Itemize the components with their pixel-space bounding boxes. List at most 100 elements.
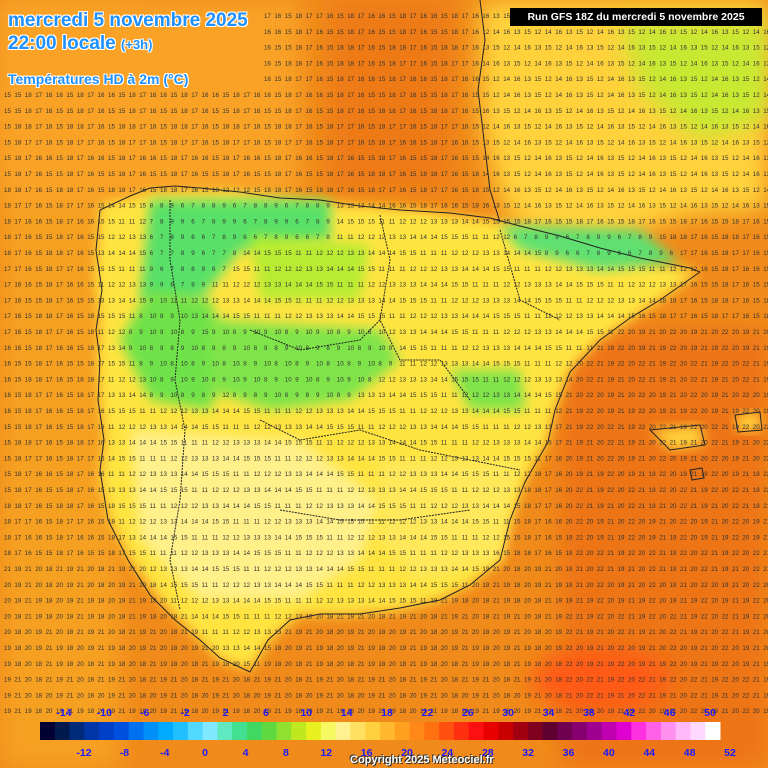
svg-text:20: 20 (576, 677, 583, 684)
svg-text:17: 17 (441, 124, 448, 131)
svg-text:16: 16 (701, 155, 708, 162)
svg-text:13: 13 (514, 440, 521, 447)
svg-text:12: 12 (701, 76, 708, 83)
svg-text:15: 15 (503, 408, 510, 415)
svg-text:13: 13 (243, 440, 250, 447)
svg-text:22: 22 (753, 582, 760, 589)
svg-text:11: 11 (285, 598, 292, 605)
svg-text:21: 21 (618, 408, 625, 415)
svg-text:18: 18 (378, 139, 385, 146)
svg-text:11: 11 (160, 550, 167, 557)
svg-text:11: 11 (326, 582, 333, 589)
svg-text:15: 15 (514, 455, 521, 462)
svg-text:16: 16 (4, 361, 11, 368)
svg-text:21: 21 (659, 566, 666, 573)
svg-text:17: 17 (98, 392, 105, 399)
svg-text:8: 8 (545, 250, 549, 257)
svg-text:16: 16 (66, 345, 73, 352)
svg-text:20: 20 (586, 534, 593, 541)
svg-text:12: 12 (441, 503, 448, 510)
svg-text:15: 15 (212, 124, 219, 131)
svg-text:11: 11 (129, 218, 136, 225)
svg-text:10: 10 (222, 329, 229, 336)
legend-label-top: 46 (664, 707, 676, 719)
svg-text:12: 12 (566, 313, 573, 320)
svg-text:17: 17 (389, 187, 396, 194)
legend-label-bottom: -8 (120, 747, 129, 759)
svg-text:15: 15 (441, 582, 448, 589)
svg-text:16: 16 (514, 76, 521, 83)
svg-text:22: 22 (680, 519, 687, 526)
svg-text:14: 14 (410, 234, 417, 241)
svg-text:15: 15 (98, 313, 105, 320)
svg-text:18: 18 (326, 171, 333, 178)
svg-text:18: 18 (25, 440, 32, 447)
svg-text:16: 16 (295, 155, 302, 162)
svg-text:12: 12 (628, 171, 635, 178)
svg-text:15: 15 (316, 139, 323, 146)
svg-text:19: 19 (722, 534, 729, 541)
svg-text:15: 15 (441, 534, 448, 541)
svg-text:16: 16 (4, 408, 11, 415)
svg-text:16: 16 (576, 139, 583, 146)
svg-text:20: 20 (212, 645, 219, 652)
svg-text:18: 18 (389, 108, 396, 115)
svg-text:9: 9 (170, 218, 174, 225)
svg-text:15: 15 (87, 297, 94, 304)
svg-text:15: 15 (285, 250, 292, 257)
svg-text:13: 13 (358, 297, 365, 304)
svg-text:20: 20 (441, 629, 448, 636)
svg-text:18: 18 (274, 661, 281, 668)
svg-text:20: 20 (337, 692, 344, 699)
svg-text:18: 18 (274, 124, 281, 131)
svg-text:8: 8 (202, 392, 206, 399)
svg-text:20: 20 (35, 566, 42, 573)
svg-text:20: 20 (285, 645, 292, 652)
svg-text:11: 11 (150, 455, 157, 462)
svg-text:15: 15 (586, 92, 593, 99)
svg-text:12: 12 (545, 313, 552, 320)
svg-text:20: 20 (254, 692, 261, 699)
svg-text:17: 17 (545, 471, 552, 478)
svg-text:17: 17 (56, 266, 63, 273)
svg-text:18: 18 (472, 187, 479, 194)
svg-text:20: 20 (139, 566, 146, 573)
svg-text:21: 21 (66, 692, 73, 699)
svg-text:19: 19 (597, 487, 604, 494)
svg-text:16: 16 (503, 29, 510, 36)
svg-text:12: 12 (753, 76, 760, 83)
svg-text:16: 16 (742, 203, 749, 210)
svg-text:15: 15 (316, 282, 323, 289)
svg-text:13: 13 (98, 297, 105, 304)
svg-text:21: 21 (181, 629, 188, 636)
svg-text:20: 20 (732, 345, 739, 352)
svg-text:15: 15 (46, 218, 53, 225)
svg-text:12: 12 (503, 45, 510, 52)
svg-text:20: 20 (77, 645, 84, 652)
svg-text:10: 10 (150, 376, 157, 383)
svg-text:12: 12 (638, 282, 645, 289)
svg-text:8: 8 (274, 345, 278, 352)
svg-text:15: 15 (430, 60, 437, 67)
svg-text:16: 16 (160, 92, 167, 99)
svg-text:19: 19 (191, 629, 198, 636)
svg-text:19: 19 (139, 598, 146, 605)
svg-text:18: 18 (77, 440, 84, 447)
svg-text:15: 15 (66, 408, 73, 415)
svg-text:11: 11 (430, 250, 437, 257)
svg-text:17: 17 (191, 108, 198, 115)
svg-text:18: 18 (347, 45, 354, 52)
svg-text:14: 14 (555, 92, 562, 99)
svg-text:20: 20 (202, 692, 209, 699)
svg-text:14: 14 (503, 92, 510, 99)
svg-text:18: 18 (482, 598, 489, 605)
svg-text:6: 6 (202, 234, 206, 241)
svg-text:13: 13 (503, 392, 510, 399)
svg-text:15: 15 (545, 45, 552, 52)
svg-text:21: 21 (306, 645, 313, 652)
svg-text:20: 20 (150, 692, 157, 699)
svg-text:12: 12 (514, 203, 521, 210)
svg-text:13: 13 (285, 424, 292, 431)
svg-text:12: 12 (160, 408, 167, 415)
svg-text:12: 12 (326, 598, 333, 605)
